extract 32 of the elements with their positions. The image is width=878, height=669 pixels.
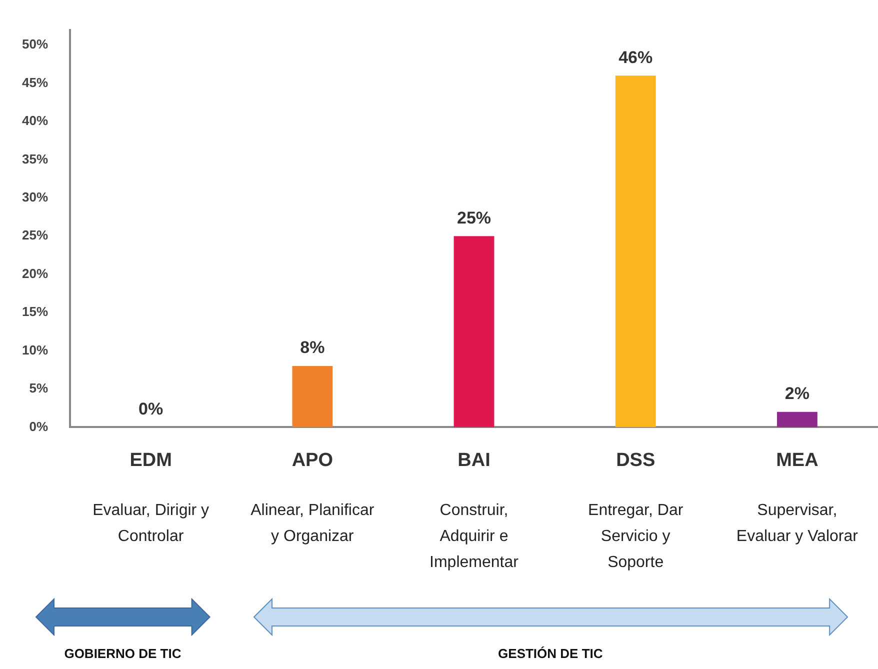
bar — [777, 412, 818, 428]
text: Construir, Adquirir e Implementar — [428, 501, 520, 573]
y-tick-label: 45% — [22, 74, 48, 90]
text: GESTIÓN DE TIC — [497, 646, 604, 661]
data-label: 46% — [618, 48, 653, 67]
y-tick-label: 30% — [22, 190, 48, 205]
y-tick-label: 25% — [22, 228, 48, 243]
y-tick-label: 20% — [22, 266, 48, 281]
y-tick-label: 10% — [22, 342, 48, 358]
x-tick-label: DSS — [616, 450, 656, 471]
text: Alinear, Planificar y Organizar — [250, 501, 374, 547]
y-tick-label: 15% — [22, 304, 48, 320]
y-tick-label: 35% — [22, 151, 48, 166]
text: Entregar, Dar Servicio y Soporte — [587, 501, 684, 573]
y-tick-label: 0% — [29, 418, 48, 434]
text: Evaluar, Dirigir y Controlar — [92, 501, 210, 547]
x-tick-label: EDM — [130, 450, 172, 471]
bar — [292, 366, 333, 428]
bar — [615, 76, 656, 428]
y-tick-label: 5% — [29, 380, 48, 396]
x-tick-label: BAI — [458, 450, 490, 471]
data-label: 2% — [784, 384, 810, 404]
data-label: 25% — [456, 208, 492, 228]
y-tick-label: 50% — [22, 36, 48, 52]
data-label: 0% — [138, 399, 164, 418]
x-tick-label: MEA — [776, 450, 819, 471]
x-tick-label: APO — [292, 450, 334, 471]
text: GOBIERNO DE TIC — [63, 646, 182, 661]
text: Supervisar, Evaluar y Valorar — [735, 501, 859, 547]
y-tick-label: 40% — [22, 113, 48, 128]
bar — [454, 236, 494, 428]
data-label: 8% — [300, 338, 325, 358]
